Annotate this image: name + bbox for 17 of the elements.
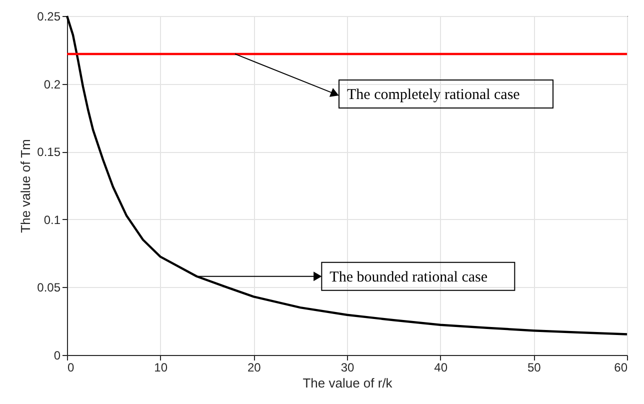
x-tick-label: 20 [247,360,262,374]
x-tick-label: 60 [614,360,628,374]
x-tick-label: 10 [154,360,168,374]
x-tick-label: 40 [434,360,448,374]
y-tick-label: 0.1 [44,212,61,227]
y-tick-label: 0 [54,348,61,362]
y-tick-label: 0.2 [44,77,61,92]
x-tick-label: 30 [340,360,354,374]
x-tick-label: 50 [527,360,542,374]
y-tick-label: 0.15 [37,145,61,160]
x-tick-label: 0 [68,360,74,374]
y-tick-label: 0.05 [37,280,61,295]
x-axis-title: The value of r/k [302,376,393,390]
annotation: The bounded rational case [330,269,488,286]
y-axis-title: The value of Tm [18,139,34,233]
annotation: The completely rational case [347,86,520,103]
y-tick-label: 0.25 [37,10,61,24]
